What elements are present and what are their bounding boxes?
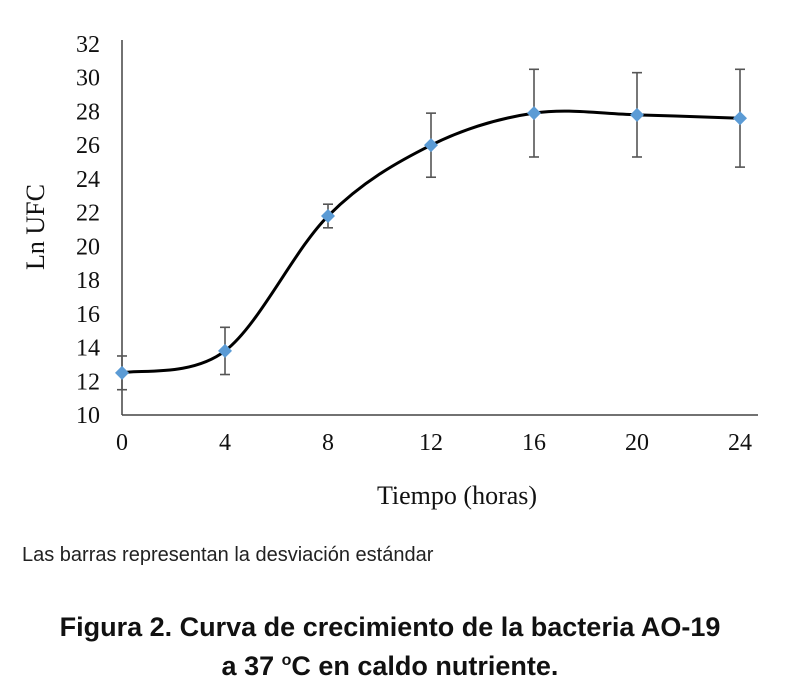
y-tick-label: 20 <box>76 234 100 260</box>
data-point-marker <box>115 365 129 380</box>
growth-curve-chart: 10 12 14 16 18 20 22 24 26 28 30 32 0 4 8 12 16 20 24 Ln … <box>21 32 758 510</box>
data-point-marker <box>218 343 232 358</box>
data-point-marker <box>424 138 438 153</box>
y-tick-label: 16 <box>76 302 100 328</box>
x-tick-label: 24 <box>728 430 752 456</box>
y-axis-title: Ln UFC <box>21 184 50 270</box>
data-point-marker <box>630 107 644 122</box>
x-tick-label: 4 <box>219 430 231 456</box>
y-tick-label: 26 <box>76 133 100 159</box>
x-axis-title: Tiempo (horas) <box>377 481 537 510</box>
error-bar-note: Las barras representan la desviación est… <box>22 544 434 566</box>
y-tick-label: 22 <box>76 201 100 227</box>
y-tick-labels: 10 12 14 16 18 20 22 24 26 28 30 32 <box>76 32 100 429</box>
caption-line-1: Figura 2. Curva de crecimiento de la bac… <box>59 612 721 642</box>
y-tick-label: 28 <box>76 99 100 125</box>
y-tick-label: 14 <box>76 336 100 362</box>
x-tick-labels: 0 4 8 12 16 20 24 <box>116 430 752 456</box>
caption-line-2: a 37 oC en caldo nutriente. <box>20 644 760 683</box>
x-tick-label: 0 <box>116 430 128 456</box>
caption-line-2-prefix: a 37 <box>221 651 282 681</box>
error-bars <box>117 68 745 391</box>
x-tick-label: 20 <box>625 430 649 456</box>
x-tick-label: 8 <box>322 430 334 456</box>
y-tick-label: 24 <box>76 167 100 193</box>
y-tick-label: 10 <box>76 403 100 429</box>
data-point-marker <box>321 209 335 224</box>
data-markers <box>115 106 747 380</box>
axes <box>121 40 758 416</box>
x-tick-label: 12 <box>419 430 443 456</box>
data-point-marker <box>527 106 541 121</box>
caption-line-2-suffix: C en caldo nutriente. <box>291 651 559 681</box>
data-point-marker <box>733 111 747 126</box>
y-tick-label: 18 <box>76 268 100 294</box>
x-tick-label: 16 <box>522 430 546 456</box>
figure-caption: Figura 2. Curva de crecimiento de la bac… <box>20 610 760 683</box>
degree-symbol: o <box>281 652 292 669</box>
y-tick-label: 30 <box>76 66 100 92</box>
y-tick-label: 12 <box>76 369 100 395</box>
y-tick-label: 32 <box>76 32 100 58</box>
